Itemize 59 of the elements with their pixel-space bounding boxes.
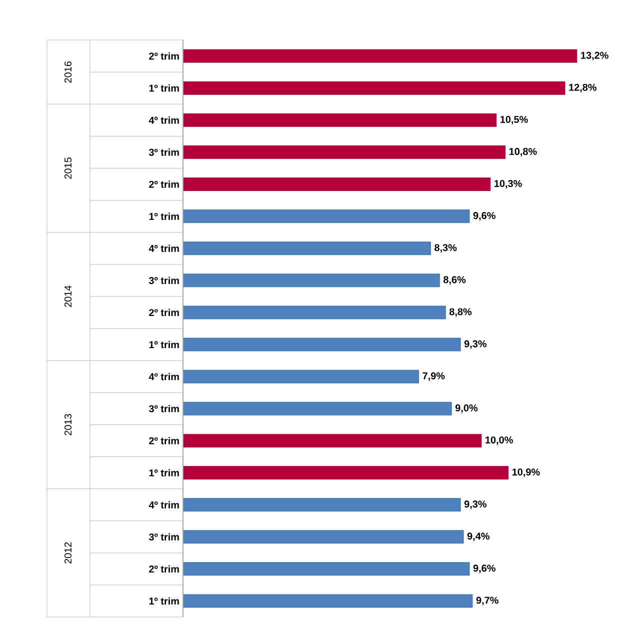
y-tick-label: 4º trim: [148, 372, 179, 380]
bar: [182, 113, 497, 127]
y-tick-label: 1º trim: [149, 212, 179, 220]
bar: [182, 210, 470, 223]
y-tick-label: 1º trim: [149, 84, 179, 92]
data-label: 9,7%: [476, 596, 498, 606]
data-label: 10,5%: [500, 116, 528, 124]
bar: [182, 562, 470, 576]
bar: [182, 370, 419, 384]
y-tick-label: 3º trim: [148, 276, 179, 284]
bar: [182, 594, 473, 608]
data-label: 9,6%: [473, 212, 496, 221]
bar: [182, 178, 491, 191]
data-label: 8,8%: [449, 308, 472, 317]
text: 2015: [64, 158, 72, 179]
bar: [182, 434, 482, 448]
y-tick-label: 3º trim: [148, 404, 179, 412]
bar: [182, 242, 431, 256]
data-label: 9,6%: [473, 564, 496, 574]
data-label: 9,0%: [455, 404, 478, 413]
bar: [182, 81, 566, 95]
data-label: 10,0%: [486, 436, 513, 445]
data-label: 12,8%: [569, 84, 596, 92]
data-label: 8,3%: [434, 244, 457, 253]
bar: [182, 530, 464, 544]
bar: [182, 306, 446, 320]
bar: [182, 49, 578, 63]
bar: [182, 466, 508, 480]
text: 2016: [64, 61, 72, 83]
bar: [182, 338, 461, 352]
data-label: 13,2%: [581, 52, 608, 60]
text: 2013: [64, 414, 72, 436]
bar: [182, 402, 452, 416]
y-tick-label: 2º trim: [149, 180, 179, 188]
data-label: 9,3%: [464, 500, 487, 510]
y-tick-label: 2º trim: [149, 52, 179, 60]
data-label: 10,3%: [494, 180, 522, 188]
y-tick-label: 1º trim: [149, 597, 179, 605]
y-tick-label: 2º trim: [149, 565, 179, 573]
bar: [182, 498, 461, 512]
bar: [182, 274, 440, 288]
bar: [182, 145, 506, 159]
data-label: 7,9%: [422, 372, 445, 381]
y-tick-label: 4º trim: [148, 116, 179, 124]
y-tick-label: 2º trim: [149, 308, 179, 316]
y-tick-label: 2º trim: [149, 437, 179, 444]
y-tick-label: 4º trim: [148, 244, 179, 252]
data-label: 9,3%: [464, 340, 487, 349]
data-label: 9,4%: [467, 532, 490, 542]
y-tick-label: 3º trim: [148, 533, 179, 541]
y-tick-label: 3º trim: [148, 148, 179, 156]
y-tick-label: 1º trim: [149, 469, 179, 476]
text: 2014: [64, 286, 72, 307]
data-label: 10,9%: [512, 468, 540, 477]
data-label: 10,8%: [509, 148, 537, 156]
text: 2012: [64, 542, 72, 564]
data-label: 8,6%: [443, 276, 466, 285]
y-tick-label: 1º trim: [149, 340, 179, 348]
y-tick-label: 4º trim: [148, 501, 179, 508]
